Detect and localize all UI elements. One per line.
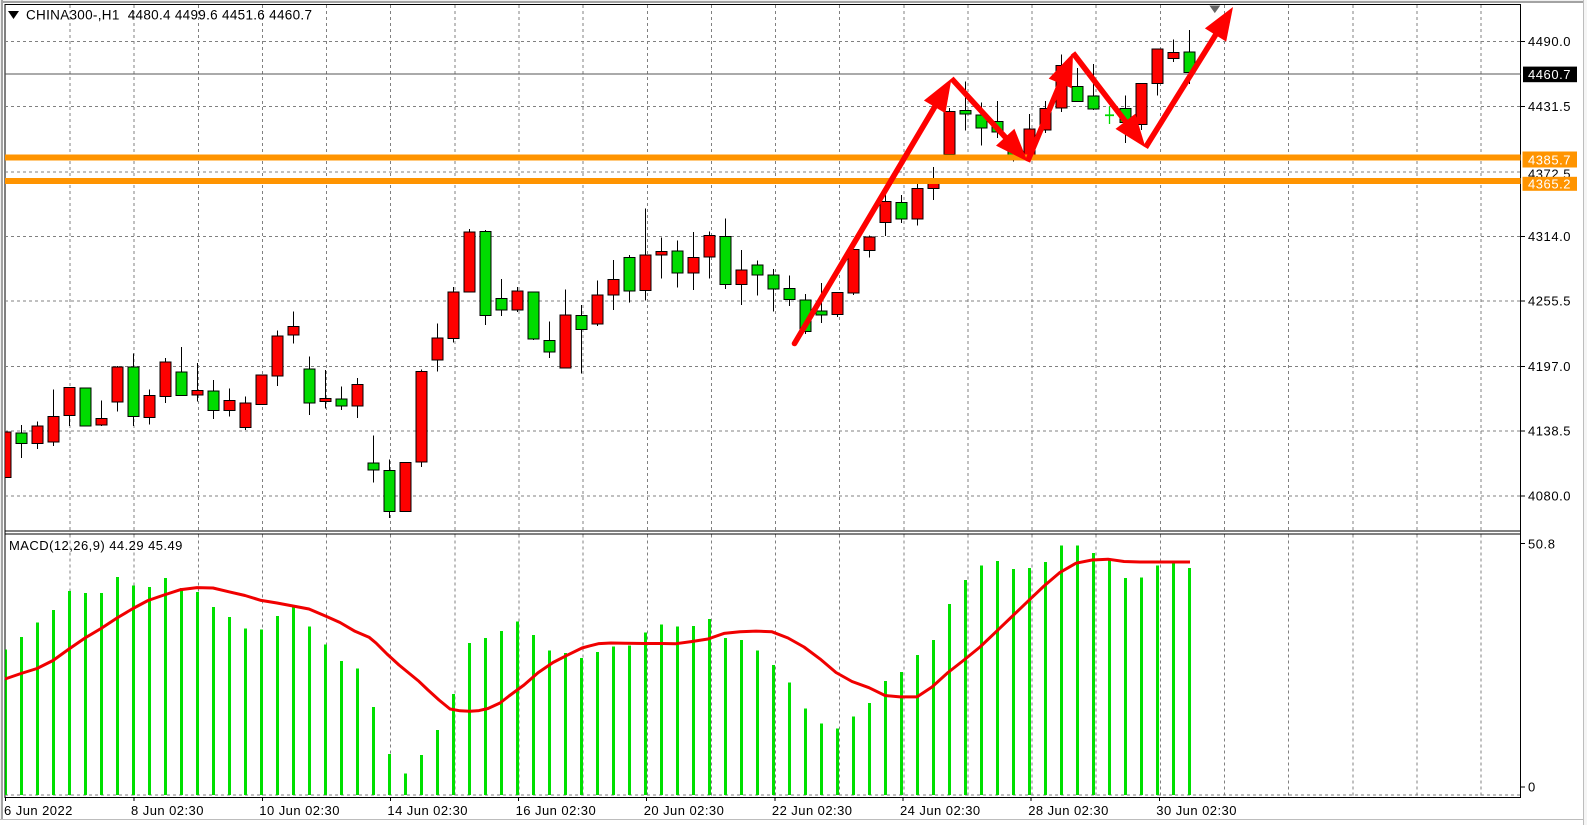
svg-text:22 Jun 02:30: 22 Jun 02:30 [772, 803, 853, 818]
svg-text:20 Jun 02:30: 20 Jun 02:30 [644, 803, 725, 818]
svg-text:50.8: 50.8 [1528, 536, 1556, 551]
svg-text:30 Jun 02:30: 30 Jun 02:30 [1156, 803, 1237, 818]
svg-text:8 Jun 02:30: 8 Jun 02:30 [131, 803, 204, 818]
svg-text:4197.0: 4197.0 [1528, 359, 1571, 374]
svg-text:4365.2: 4365.2 [1528, 177, 1571, 192]
svg-text:4431.5: 4431.5 [1528, 99, 1571, 114]
svg-text:MACD(12,26,9) 44.29 45.49: MACD(12,26,9) 44.29 45.49 [9, 538, 183, 553]
svg-text:24 Jun 02:30: 24 Jun 02:30 [900, 803, 981, 818]
svg-text:16 Jun 02:30: 16 Jun 02:30 [516, 803, 597, 818]
svg-text:28 Jun 02:30: 28 Jun 02:30 [1028, 803, 1109, 818]
svg-text:4138.5: 4138.5 [1528, 424, 1571, 439]
svg-text:6 Jun 2022: 6 Jun 2022 [4, 803, 73, 818]
svg-text:4314.0: 4314.0 [1528, 229, 1571, 244]
svg-text:4080.0: 4080.0 [1528, 488, 1571, 503]
svg-text:4255.5: 4255.5 [1528, 294, 1571, 309]
svg-text:10 Jun 02:30: 10 Jun 02:30 [259, 803, 340, 818]
svg-text:0: 0 [1528, 780, 1536, 795]
svg-text:4490.0: 4490.0 [1528, 34, 1571, 49]
svg-text:4460.7: 4460.7 [1528, 67, 1571, 82]
svg-text:14 Jun 02:30: 14 Jun 02:30 [387, 803, 468, 818]
svg-text:CHINA300-,H1 4480.4 4499.6 44: CHINA300-,H1 4480.4 4499.6 4451.6 4460.7 [26, 8, 312, 23]
svg-text:4385.7: 4385.7 [1528, 152, 1571, 167]
